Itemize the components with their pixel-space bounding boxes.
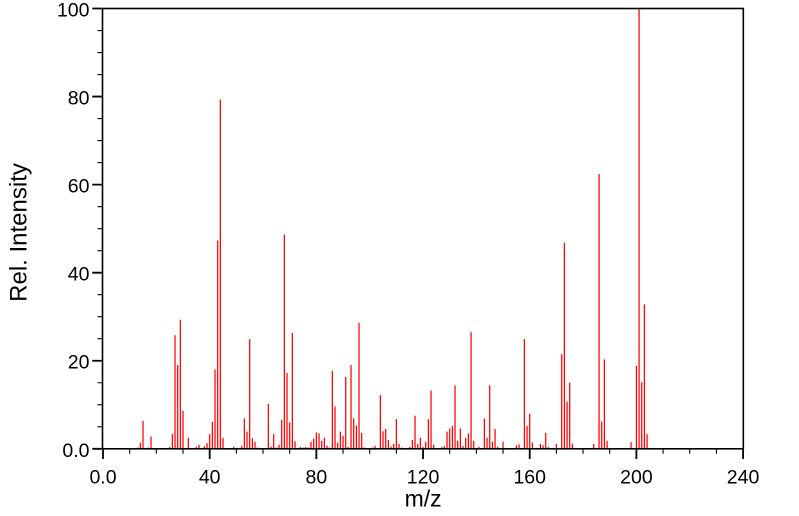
svg-text:40: 40	[199, 467, 221, 489]
svg-text:80: 80	[306, 467, 328, 489]
svg-text:100: 100	[57, 0, 90, 22]
svg-text:40: 40	[68, 264, 90, 286]
svg-text:m/z: m/z	[405, 486, 442, 512]
svg-text:Rel. Intensity: Rel. Intensity	[6, 163, 33, 302]
svg-text:0.0: 0.0	[62, 440, 89, 462]
svg-text:200: 200	[620, 467, 653, 489]
svg-text:20: 20	[68, 352, 90, 374]
svg-text:0.0: 0.0	[89, 467, 116, 489]
svg-text:240: 240	[727, 467, 760, 489]
svg-text:60: 60	[68, 176, 90, 198]
svg-text:160: 160	[513, 467, 546, 489]
svg-text:80: 80	[68, 88, 90, 110]
svg-text:120: 120	[407, 467, 440, 489]
